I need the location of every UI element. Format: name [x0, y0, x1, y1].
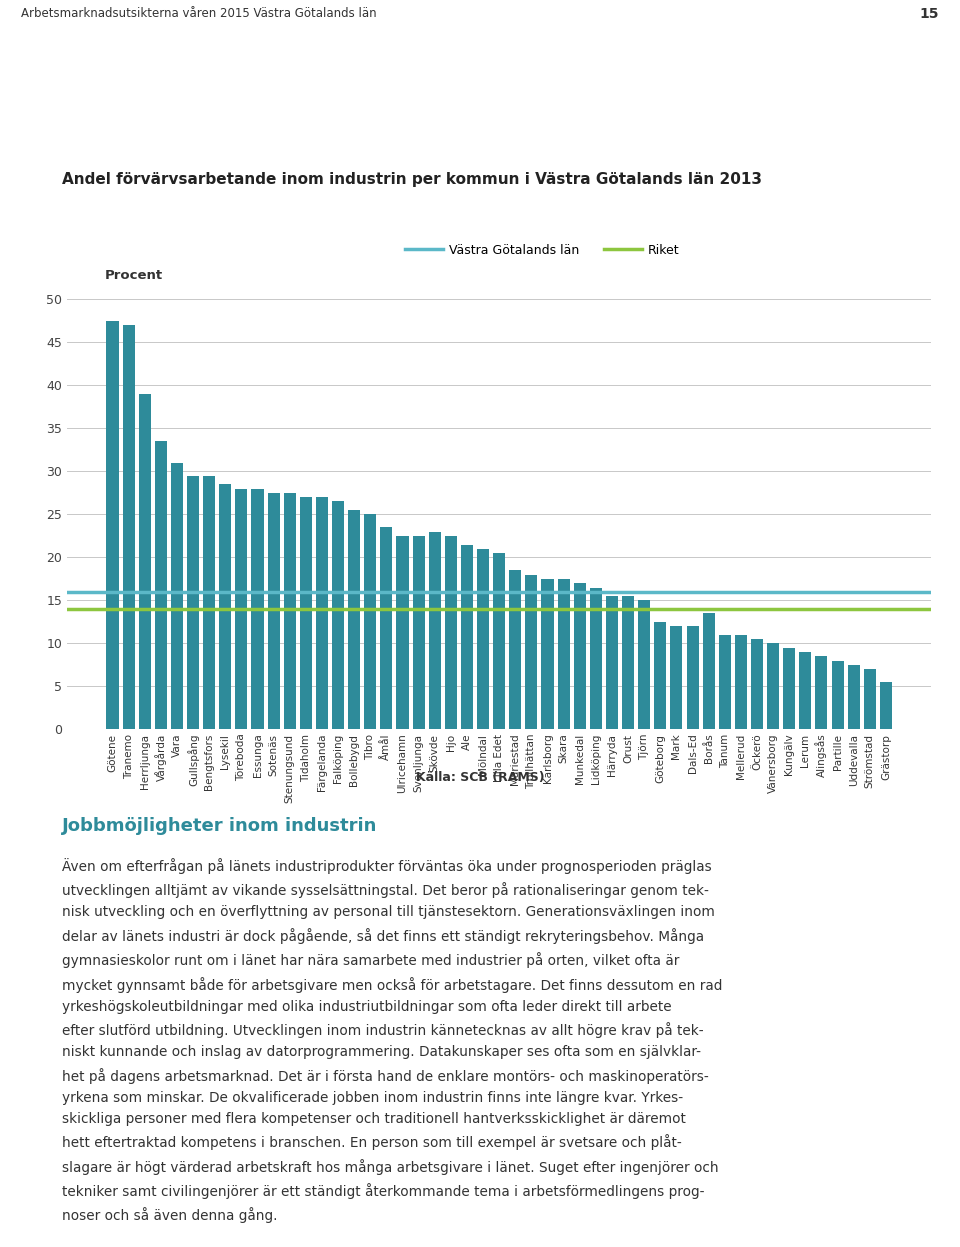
Bar [284, 493, 296, 729]
Bar [155, 441, 167, 729]
Bar [332, 501, 344, 729]
Bar [815, 656, 828, 729]
Bar [413, 536, 424, 729]
Bar [686, 626, 699, 729]
Bar [606, 596, 618, 729]
Bar [380, 527, 393, 729]
Bar [541, 579, 554, 729]
Bar [364, 515, 376, 729]
Text: Andel förvärvsarbetande inom industrin per kommun i Västra Götalands län 2013: Andel förvärvsarbetande inom industrin p… [62, 172, 762, 187]
Text: Procent: Procent [105, 269, 162, 282]
Bar [525, 575, 538, 729]
Bar [300, 498, 312, 729]
Bar [348, 510, 360, 729]
Bar [235, 489, 248, 729]
Bar [670, 626, 683, 729]
Bar [831, 661, 844, 729]
Bar [703, 614, 714, 729]
Bar [123, 325, 134, 729]
Bar [493, 554, 505, 729]
Bar [880, 682, 892, 729]
Bar [589, 587, 602, 729]
Bar [734, 635, 747, 729]
Bar [509, 570, 521, 729]
Bar [187, 475, 199, 729]
Bar [444, 536, 457, 729]
Bar [638, 600, 650, 729]
Bar [138, 394, 151, 729]
Bar [751, 640, 763, 729]
Legend: Västra Götalands län, Riket: Västra Götalands län, Riket [400, 239, 684, 262]
Bar [461, 545, 473, 729]
Bar [574, 584, 586, 729]
Bar [864, 670, 876, 729]
Bar [767, 643, 780, 729]
Text: Jobbmöjligheter inom industrin: Jobbmöjligheter inom industrin [62, 817, 378, 834]
Bar [268, 493, 279, 729]
Bar [171, 463, 183, 729]
Text: Även om efterfrågan på länets industriprodukter förväntas öka under prognosperio: Även om efterfrågan på länets industripr… [62, 858, 723, 1223]
Bar [558, 579, 569, 729]
Text: Arbetsmarknadsutsikterna våren 2015 Västra Götalands län: Arbetsmarknadsutsikterna våren 2015 Väst… [21, 7, 376, 20]
Bar [219, 484, 231, 729]
Bar [316, 498, 328, 729]
Bar [477, 549, 490, 729]
Bar [396, 536, 409, 729]
Bar [622, 596, 635, 729]
Bar [204, 475, 215, 729]
Bar [252, 489, 264, 729]
Bar [107, 320, 118, 729]
Text: Källa: SCB (RAMS): Källa: SCB (RAMS) [416, 771, 544, 783]
Bar [719, 635, 731, 729]
Bar [429, 531, 441, 729]
Text: 15: 15 [920, 7, 939, 21]
Bar [848, 665, 860, 729]
Bar [783, 647, 795, 729]
Bar [655, 622, 666, 729]
Bar [800, 652, 811, 729]
